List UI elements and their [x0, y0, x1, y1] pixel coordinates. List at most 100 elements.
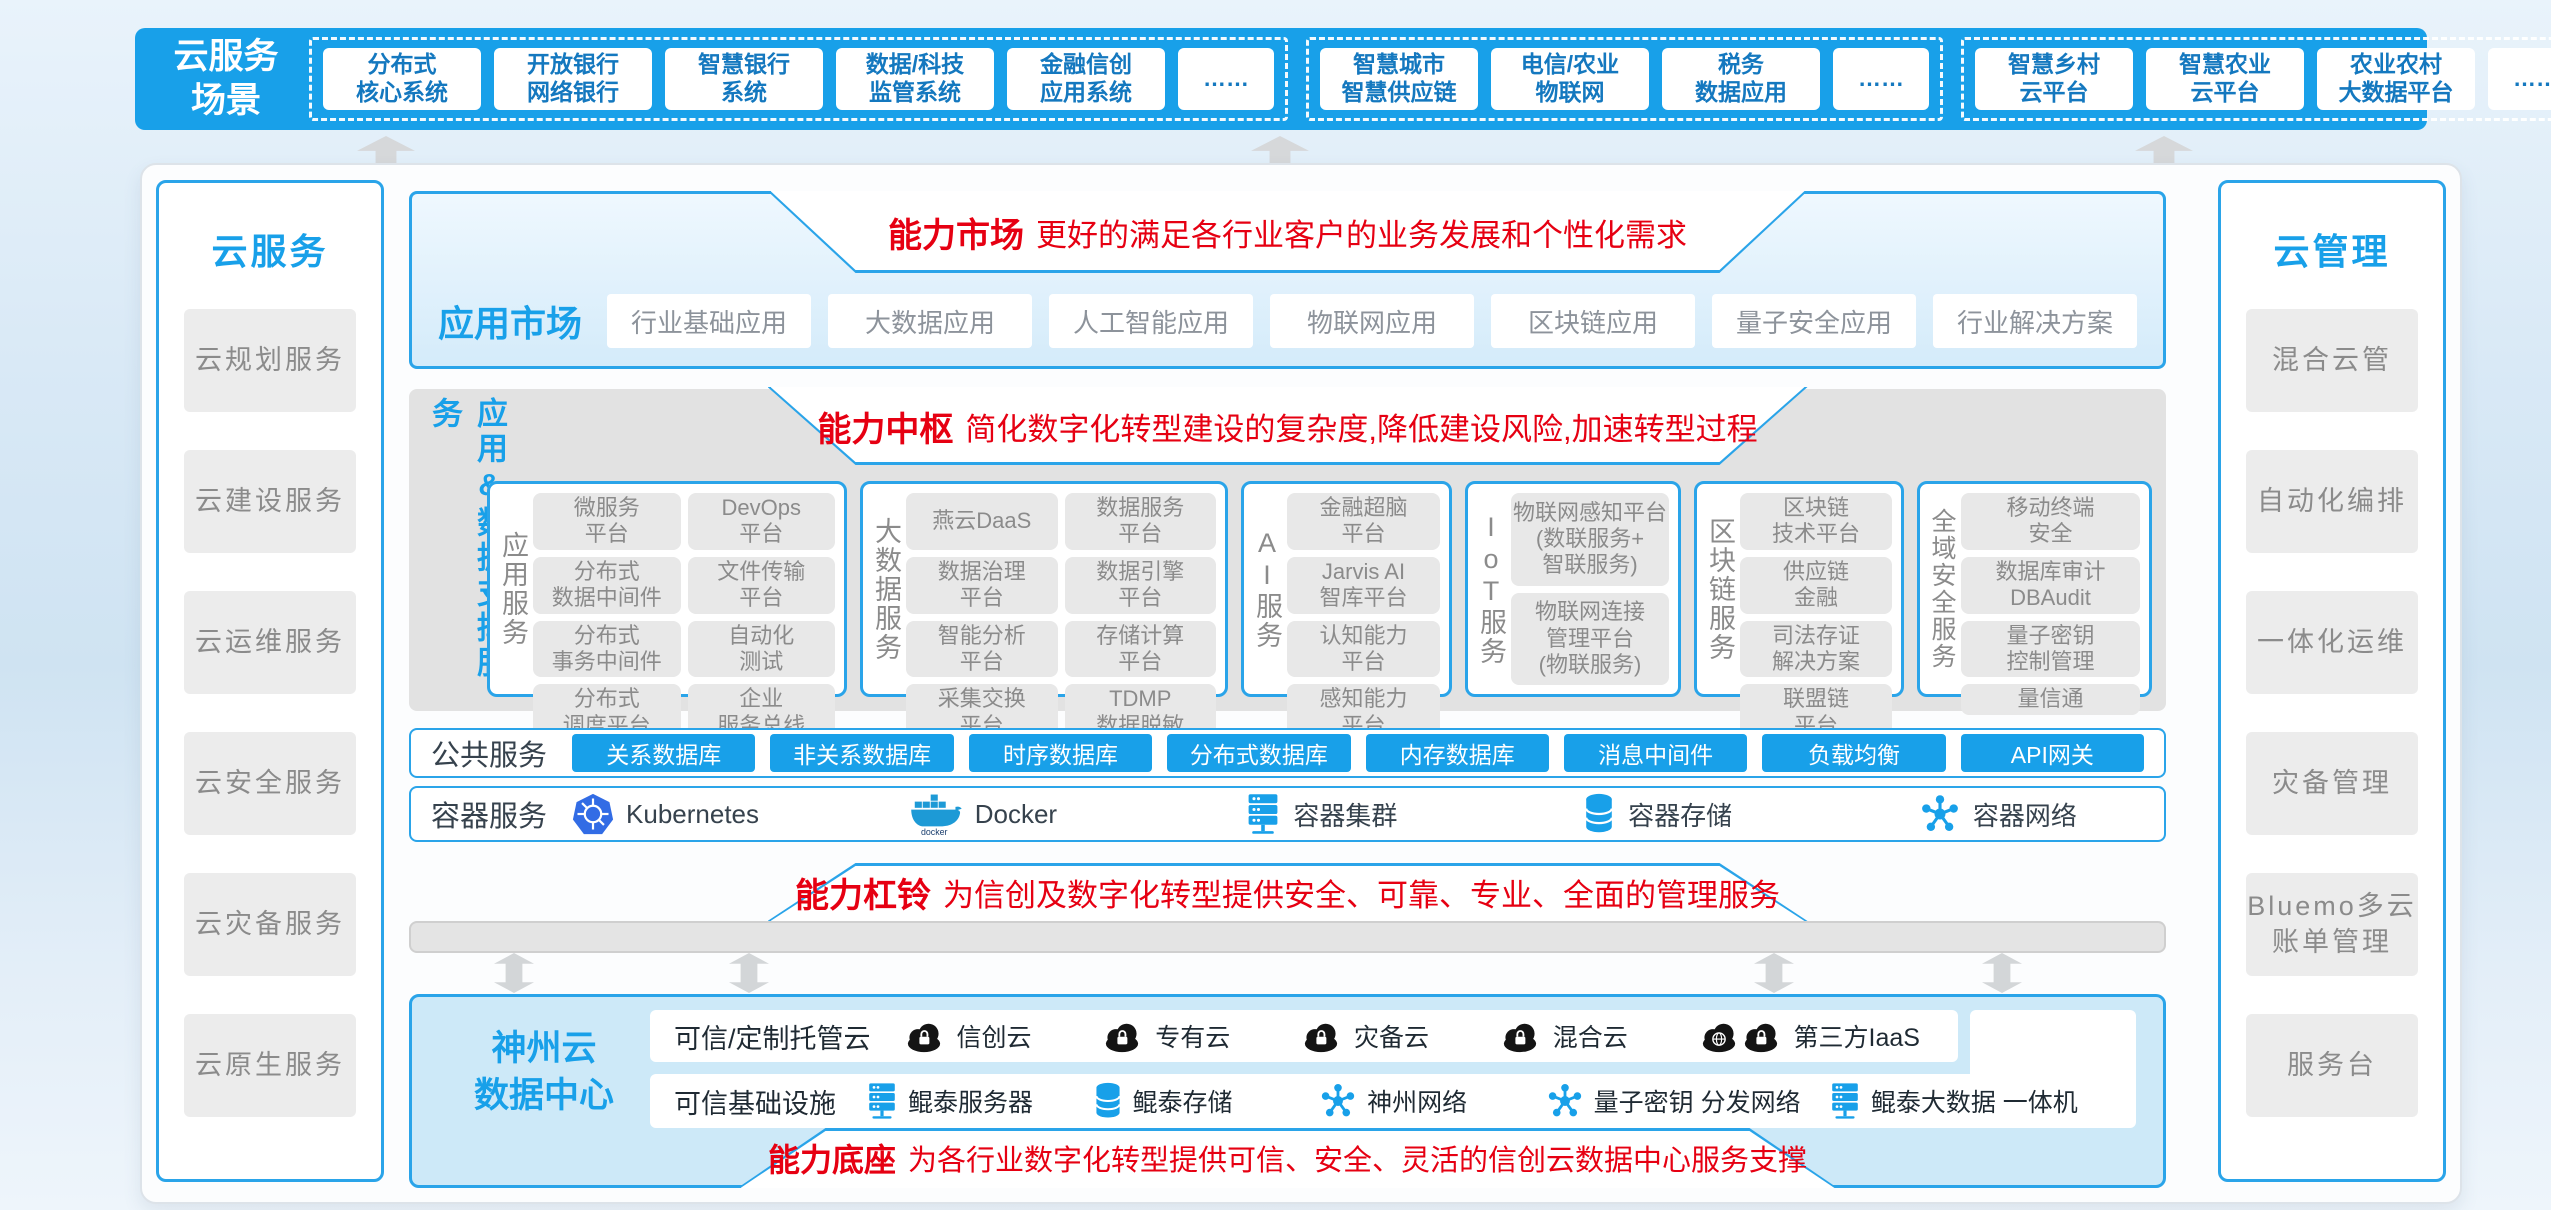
cloud-globe-icon [1702, 1023, 1735, 1053]
infrastructure-item-label: 神州网络 [1367, 1089, 1468, 1117]
network-icon [1321, 1083, 1355, 1117]
banner-title: 能力市场 [888, 216, 1024, 255]
double-arrow-icon [494, 953, 534, 993]
platform-bar [409, 921, 2166, 953]
app-market-item: 物联网应用 [1270, 294, 1475, 348]
service-cell: 自动化 测试 [687, 620, 835, 678]
cloud-management-title: 云管理 [2273, 231, 2391, 272]
container-item-label: 容器集群 [1293, 800, 1398, 831]
capability-hub-box: 能力中枢 简化数字化转型建设的复杂度,降低建设风险,加速转型过程 应用&数据支撑… [409, 387, 2166, 742]
hosted-cloud-item-label: 第三方IaaS [1793, 1024, 1920, 1052]
service-cell: 量子密钥 控制管理 [1961, 620, 2140, 678]
cloud-service-item: 云运维服务 [184, 591, 356, 694]
docker-icon: docker [910, 794, 962, 837]
app-market-item: 行业解决方案 [1933, 294, 2138, 348]
container-services-row: 容器服务 Kubernetes [409, 786, 2166, 842]
cloud-lock-icon [1503, 1023, 1536, 1053]
card-security-services: 全域安全服务 移动终端 安全 数据库审计 DBAudit 量子密钥 控制管理 量… [1917, 481, 2152, 715]
hosted-cloud-item: 灾备云 [1298, 1018, 1497, 1054]
server-icon [1832, 1083, 1858, 1119]
cloud-management-panel: 云管理 混合云管 自动化编排 一体化运维 灾备管理 Bluemo多云 账单管理 … [2218, 180, 2446, 1182]
scenario-box: 智慧城市 智慧供应链 [1320, 48, 1478, 110]
cloud-service-item: 云原生服务 [184, 1014, 356, 1117]
banner-title: 能力杠铃 [795, 876, 931, 915]
card-label: 大数据服务 [871, 516, 901, 662]
service-cell: 区块链 技术平台 [1740, 493, 1892, 550]
banner-desc: 简化数字化转型建设的复杂度,降低建设风险,加速转型过程 [965, 411, 1758, 447]
cloud-lock-icon [1304, 1023, 1338, 1053]
service-cell: 移动终端 安全 [1961, 493, 2140, 550]
scenario-box-ellipsis: …… [1833, 48, 1929, 110]
card-label: IoT服务 [1476, 512, 1506, 666]
infrastructure-item: 神州网络 [1319, 1082, 1546, 1120]
card-bigdata-services: 大数据服务 燕云DaaS 数据服务 平台 数据治理 平台 数据引擎 平台 智能分… [860, 481, 1228, 742]
app-market-item: 人工智能应用 [1049, 294, 1254, 348]
docker-item: docker Docker [909, 791, 1231, 837]
banner-title: 能力底座 [767, 1142, 896, 1178]
network-icon [1921, 795, 1958, 831]
infrastructure-item: 鲲泰大数据 一体机 [1829, 1082, 2112, 1120]
storage-icon [1094, 1082, 1121, 1118]
service-cell: 文件传输 平台 [687, 556, 835, 614]
service-cell: 量信通 [1961, 684, 2140, 715]
container-services-label: 容器服务 [431, 801, 548, 833]
card-ai-services: AI服务 金融超脑 平台 Jarvis AI 智库平台 认知能力 平台 感知能力… [1241, 481, 1452, 742]
scenario-box: 电信/农业 物联网 [1491, 48, 1649, 110]
cloud-services-panel: 云服务 云规划服务 云建设服务 云运维服务 云安全服务 云灾备服务 云原生服务 [156, 180, 384, 1182]
service-cell: 数据库审计 DBAudit [1961, 556, 2140, 614]
scenario-box: 农业农村 大数据平台 [2317, 48, 2475, 110]
quantum-network-icon [1548, 1083, 1581, 1117]
app-market-item: 区块链应用 [1491, 294, 1696, 348]
capability-barbell-banner: 能力杠铃 为信创及数字化转型提供安全、可靠、专业、全面的管理服务 [768, 863, 1808, 921]
up-arrow-icon [1251, 136, 1309, 163]
service-cell: 司法存证 解决方案 [1740, 620, 1892, 678]
scenario-group-finance: 分布式 核心系统 开放银行 网络银行 智慧银行 系统 数据/科技 监管系统 金融… [309, 37, 1288, 121]
hub-cards: 应用服务 微服务 平台 DevOps 平台 分布式 数据中间件 文件传输 平台 … [487, 481, 2152, 742]
app-market-item: 大数据应用 [828, 294, 1033, 348]
kubernetes-item: Kubernetes [572, 793, 894, 835]
infrastructure-item: 鲲泰存储 [1093, 1082, 1320, 1120]
infrastructure-item-label: 量子密钥 分发网络 [1593, 1089, 1801, 1117]
cloud-service-item: 云规划服务 [184, 309, 356, 412]
common-service-pill: 分布式数据库 [1167, 734, 1351, 772]
service-cell: Jarvis AI 智库平台 [1287, 556, 1440, 614]
cloud-services-items: 云规划服务 云建设服务 云运维服务 云安全服务 云灾备服务 云原生服务 [159, 309, 381, 1117]
common-service-pill: 负载均衡 [1762, 734, 1946, 772]
card-label: 全域安全服务 [1928, 508, 1956, 670]
service-cell: 供应链 金融 [1740, 556, 1892, 614]
hosted-cloud-item-third-party: 第三方IaaS [1696, 1018, 1935, 1054]
service-cell: 金融超脑 平台 [1287, 493, 1440, 550]
hosted-cloud-item: 混合云 [1497, 1018, 1696, 1054]
cloud-management-item: 一体化运维 [2246, 591, 2418, 694]
service-cell: 存储计算 平台 [1064, 620, 1216, 678]
container-storage-item: 容器存储 [1582, 793, 1904, 835]
scenario-box: 智慧农业 云平台 [2146, 48, 2304, 110]
common-service-pill: 关系数据库 [572, 734, 756, 772]
cloud-lock-icon [1106, 1023, 1139, 1053]
capability-market-banner: 能力市场 更好的满足各行业客户的业务发展和个性化需求 [768, 191, 1808, 273]
cloud-management-items: 混合云管 自动化编排 一体化运维 灾备管理 Bluemo多云 账单管理 服务台 [2221, 309, 2443, 1117]
scenario-box-ellipsis: …… [2488, 48, 2551, 110]
container-item-label: Docker [974, 798, 1058, 829]
container-network-item: 容器网络 [1919, 793, 2144, 835]
hosted-cloud-item: 信创云 [901, 1018, 1100, 1054]
hosted-cloud-item-label: 灾备云 [1354, 1024, 1430, 1052]
cloud-services-title: 云服务 [211, 231, 329, 272]
infrastructure-item-label: 鲲泰存储 [1132, 1089, 1233, 1117]
app-market-item: 行业基础应用 [607, 294, 812, 348]
container-cluster-item: 容器集群 [1245, 793, 1567, 835]
common-service-pill: 时序数据库 [968, 734, 1153, 772]
service-cell: 认知能力 平台 [1287, 620, 1440, 678]
common-service-pill: API网关 [1960, 734, 2145, 772]
card-label: 区块链服务 [1705, 516, 1735, 662]
cloud-scenarios-bar: 云服务 场景 分布式 核心系统 开放银行 网络银行 智慧银行 系统 数据/科技 … [135, 28, 2551, 130]
capability-hub-banner: 能力中枢 简化数字化转型建设的复杂度,降低建设风险,加速转型过程 [768, 387, 1808, 465]
banner-desc: 为各行业数字化转型提供可信、安全、灵活的信创云数据中心服务支撑 [908, 1145, 1808, 1177]
infrastructure-row: 可信基础设施 鲲泰服务器 [650, 1074, 2136, 1128]
service-cell: 分布式 事务中间件 [533, 620, 681, 678]
service-cell: 智能分析 平台 [906, 620, 1058, 678]
card-iot-services: IoT服务 物联网感知平台 (数联服务+ 智联服务) 物联网连接 管理平台 (物… [1465, 481, 1681, 697]
cloud-management-item: Bluemo多云 账单管理 [2246, 873, 2418, 976]
docker-logo-text: docker [921, 827, 948, 837]
scenario-box: 税务 数据应用 [1662, 48, 1820, 110]
